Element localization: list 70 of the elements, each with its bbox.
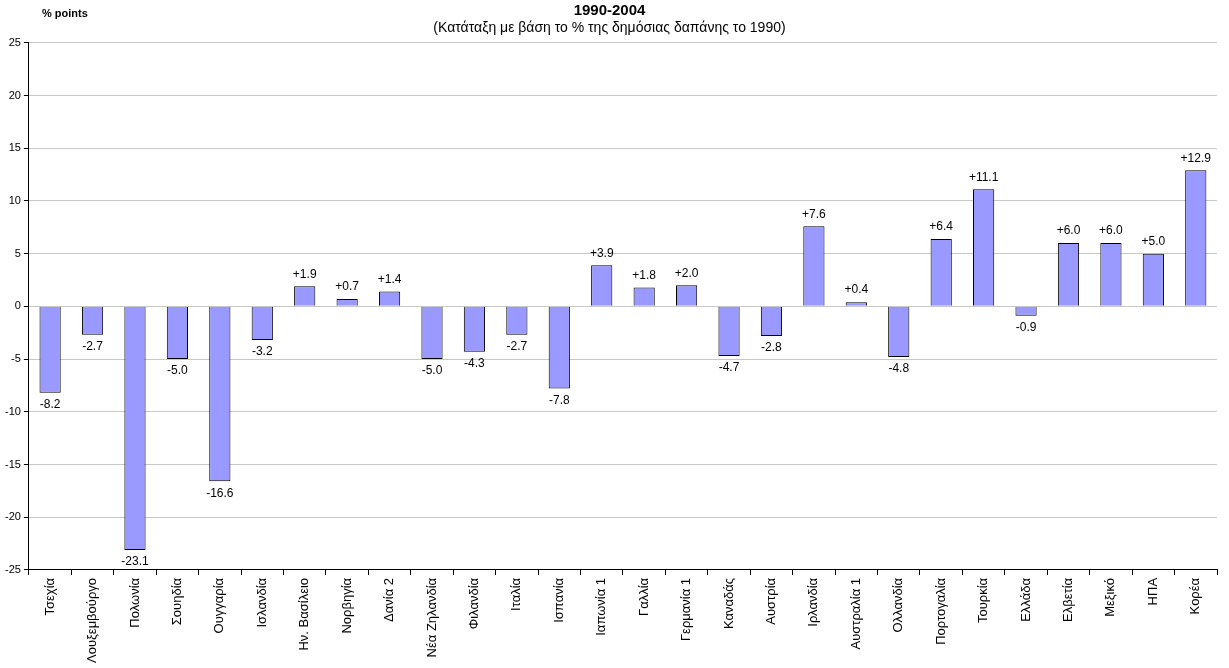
x-tick-label: Αυστρία: [763, 577, 779, 625]
data-label: -4.3: [464, 356, 486, 371]
y-tick-label: 25: [8, 35, 21, 48]
data-label: -3.2: [251, 344, 273, 359]
data-label: +1.4: [377, 271, 402, 286]
x-tick-label: Σουηδία: [168, 577, 184, 626]
x-tick-label: Ελλάδα: [1017, 577, 1033, 622]
data-label: +6.0: [1099, 223, 1124, 238]
x-tick-label: Ιαπωνία 1: [593, 577, 609, 636]
x-tick-label: Αυστραλία 1: [847, 577, 863, 650]
x-tick-label: Πορτογαλία: [932, 577, 948, 645]
x-tick-label: Μεξικό: [1102, 577, 1118, 617]
x-tick-label: Καναδάς: [720, 577, 736, 629]
data-label: -4.7: [718, 360, 740, 375]
x-tick-label: Νορβηγία: [338, 577, 354, 634]
y-tick-label: 10: [8, 193, 21, 206]
data-label: -4.8: [888, 361, 910, 376]
data-label: -23.1: [121, 554, 149, 569]
x-tick-label: Γαλλία: [635, 577, 651, 617]
x-tick-label: Ουγγαρία: [211, 577, 227, 634]
x-tick-label: Τουρκία: [975, 577, 991, 624]
data-label: +1.8: [632, 267, 657, 282]
data-label: +3.9: [589, 245, 614, 260]
x-tick-label: Φιλανδία: [466, 577, 482, 630]
x-tick-label: Γερμανία 1: [678, 577, 694, 642]
y-axis-title: % points: [42, 7, 88, 20]
chart-title: 1990-2004: [573, 1, 647, 19]
data-label: -16.6: [206, 485, 234, 500]
data-label: +2.0: [674, 265, 699, 280]
x-tick-label: Κορέα: [1187, 577, 1203, 615]
x-tick-label: Λουξεμβούργο: [84, 577, 100, 664]
y-tick-label: -10: [4, 404, 21, 417]
data-label: -8.2: [39, 397, 61, 412]
data-label: -7.8: [548, 392, 570, 407]
data-label: +6.0: [1056, 223, 1081, 238]
data-label: +0.4: [844, 282, 869, 297]
data-label: -5.0: [421, 363, 443, 378]
y-tick-label: -20: [4, 510, 21, 523]
x-tick-label: Ην. Βασίλειο: [296, 577, 312, 651]
data-label: +0.7: [335, 279, 360, 294]
x-tick-label: Νέα Ζηλανδία: [423, 577, 439, 658]
data-label: +11.1: [968, 169, 999, 184]
x-tick-label: Ιταλία: [508, 577, 524, 611]
data-label: +12.9: [1180, 150, 1212, 165]
x-tick-label: Τσεχία: [41, 577, 57, 616]
data-label: -0.9: [1015, 320, 1037, 335]
y-tick-label: 0: [14, 299, 21, 312]
x-tick-label: Ισπανία: [550, 577, 566, 623]
data-label: -2.7: [506, 339, 528, 354]
y-tick-label: -25: [4, 562, 21, 575]
x-tick-label: Δανία 2: [381, 577, 397, 622]
x-tick-label: Ιρλανδία: [805, 577, 821, 627]
data-label: +7.6: [802, 206, 827, 221]
x-tick-label: Ισλανδία: [253, 577, 269, 628]
y-tick-label: -5: [11, 352, 21, 365]
x-tick-label: Ελβετία: [1060, 577, 1076, 622]
data-label: +6.4: [929, 219, 954, 234]
y-tick-label: 20: [8, 88, 21, 101]
chart-subtitle: (Κατάταξη με βάση το % της δημόσιας δαπάνης το 1990): [433, 19, 786, 36]
data-label: +1.9: [292, 266, 317, 281]
data-label: +5.0: [1141, 233, 1166, 248]
data-label: -5.0: [167, 363, 189, 378]
x-tick-label: Ολλανδία: [890, 577, 906, 633]
y-tick-label: 15: [8, 141, 21, 154]
data-label: -2.7: [82, 339, 104, 354]
x-tick-label: ΗΠΑ: [1144, 577, 1160, 606]
y-tick-label: 5: [14, 246, 21, 259]
data-label: -2.8: [761, 340, 783, 355]
y-tick-label: -15: [4, 457, 21, 470]
x-tick-label: Πολωνία: [126, 577, 142, 628]
